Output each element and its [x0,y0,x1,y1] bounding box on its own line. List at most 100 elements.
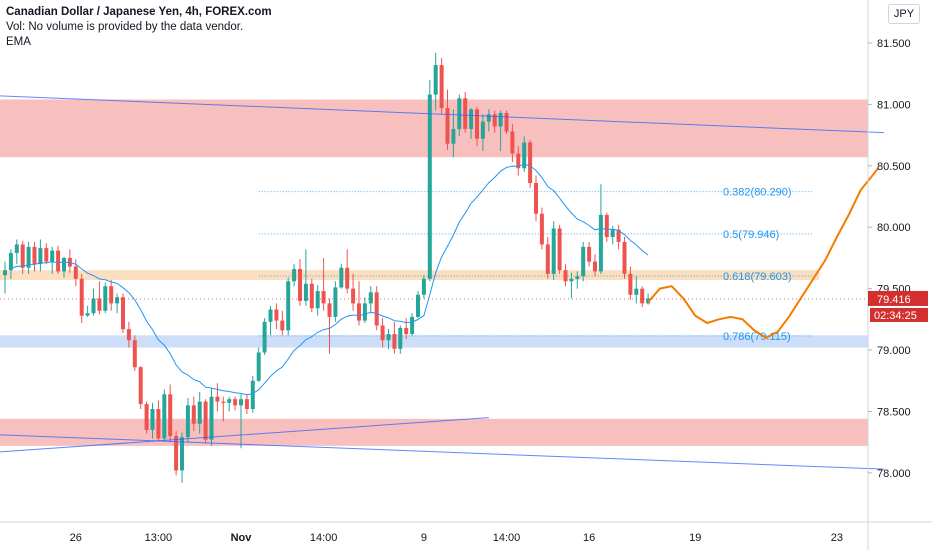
candle [221,401,226,403]
candle [616,229,621,242]
symbol-title[interactable]: Canadian Dollar / Japanese Yen, 4h, FORE… [6,6,272,18]
candle [280,320,285,331]
candle [404,327,409,335]
candle [38,248,43,265]
candle [374,292,379,326]
time-tick-label: 14:00 [310,532,338,544]
fibonacci-levels: 0.382(80.290)0.5(79.946)0.618(79.603)0.7… [258,187,814,343]
candle [345,267,350,289]
zone-support [0,335,868,348]
candle [244,399,249,410]
price-tick-label: 81.500 [877,38,911,50]
candle [545,244,550,274]
candle [174,436,179,471]
countdown-badge [870,307,928,322]
last-price-label: 79.416 [877,294,911,306]
candle [215,396,220,402]
candle [480,121,485,139]
candle [416,294,420,317]
candle [209,396,214,440]
candle [115,297,120,304]
candle [97,298,102,311]
candle [298,268,302,301]
candle [528,142,533,184]
forecast-path [647,167,879,339]
candle [3,270,7,276]
candle [575,276,580,279]
candle [410,316,415,335]
candle [286,281,291,331]
candle [498,112,503,127]
trendline [0,434,885,470]
candle [309,283,314,309]
candle [557,228,562,271]
candle [233,399,238,406]
candle [339,267,344,288]
price-tick-label: 78.000 [877,468,911,480]
candle [44,248,49,262]
candle [327,303,332,317]
candle [451,128,456,144]
candle [427,94,432,279]
candle [185,405,190,438]
candle [351,288,356,304]
candle [534,183,538,214]
candle [156,409,161,439]
candle [587,246,592,262]
candle [79,278,84,316]
price-tick-label: 80.000 [877,222,911,234]
candle [380,325,385,341]
candle [62,257,66,272]
candle [333,287,338,317]
price-tick-label: 78.500 [877,406,911,418]
candle [593,261,597,272]
candle [14,244,19,254]
candle [262,321,267,353]
candle [457,98,462,129]
time-tick-label: 19 [689,532,701,544]
candle [144,404,149,430]
candle [421,278,426,295]
fib-label: 0.5(79.946) [723,229,779,241]
candle [73,266,78,279]
candle [445,108,450,144]
candle [439,65,444,109]
volume-note: Vol: No volume is provided by the data v… [6,21,244,33]
zone-demand [0,418,868,446]
candle [56,250,61,272]
candle [640,288,645,304]
candle [492,114,497,127]
time-tick-label: 14:00 [493,532,521,544]
time-tick-label: 23 [831,532,843,544]
candle [274,309,279,321]
candle [504,112,509,132]
candle [256,352,261,381]
candle [598,214,603,272]
candle [581,246,586,277]
candle [475,109,479,139]
candle [121,297,125,330]
trendline [0,417,489,453]
candle [433,65,438,95]
ema-indicator-label[interactable]: EMA [6,36,31,48]
candle [398,327,403,349]
price-tick-label: 81.000 [877,99,911,111]
candle [50,250,55,262]
time-tick-label: 26 [70,532,82,544]
fib-label: 0.618(79.603) [723,271,792,283]
price-tick-label: 79.000 [877,345,911,357]
time-tick-label: 13:00 [145,532,173,544]
last-price-badge [868,290,928,306]
time-tick-label: Nov [231,532,253,544]
candle [516,153,521,169]
candle [227,399,232,403]
candle [126,329,131,341]
currency-button[interactable]: JPY [888,4,920,24]
candle [392,334,397,349]
candle [510,131,515,154]
candle [386,334,391,341]
candle [303,283,308,301]
candle [91,298,96,314]
